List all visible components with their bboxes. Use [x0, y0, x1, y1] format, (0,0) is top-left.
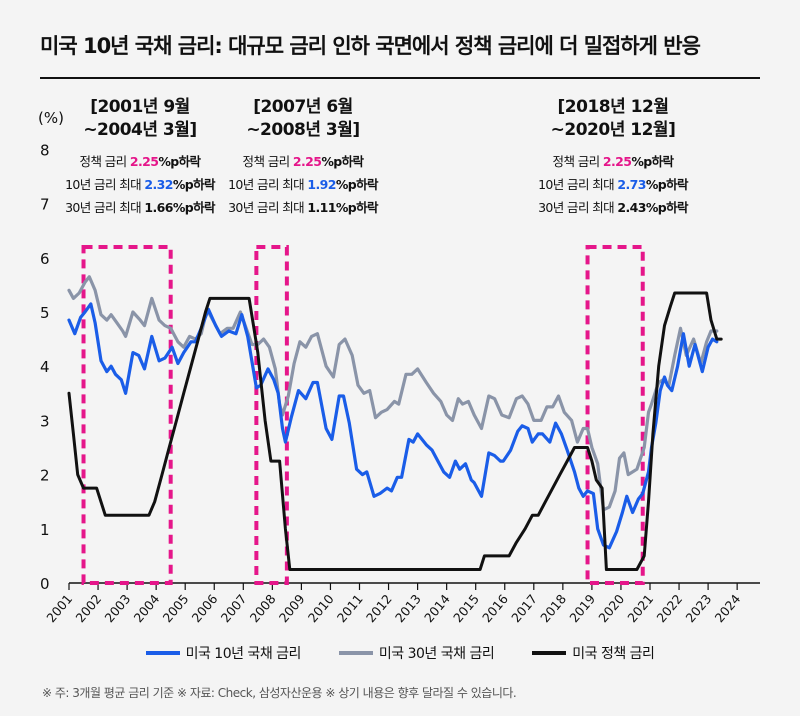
y-tick-label: 0 [40, 575, 50, 593]
y-axis-unit: (%) [38, 109, 64, 127]
annotation-10y-line: 10년 금리 최대 1.92%p하락 [228, 177, 378, 192]
x-tick-label: 2007 [218, 591, 250, 625]
y-tick-label: 8 [40, 141, 50, 159]
legend-label-30y: 미국 30년 국채 금리 [378, 646, 495, 662]
x-tick-label: 2022 [653, 591, 685, 625]
x-tick-label: 2017 [508, 591, 540, 625]
x-tick-label: 2024 [712, 591, 744, 625]
title-divider [40, 77, 760, 79]
annotation-30y-line: 30년 금리 최대 1.11%p하락 [228, 200, 378, 215]
annotation-period-line2: ~2004년 3월] [83, 120, 197, 140]
annotation-period-line2: ~2020년 12월] [550, 120, 676, 140]
x-tick-label: 2009 [276, 591, 308, 625]
x-tick-label: 2015 [450, 591, 482, 625]
highlight-period-box [81, 244, 173, 586]
y-tick-label: 1 [40, 521, 50, 539]
annotation-2007: [2007년 6월 ~2008년 3월] 정책 금리 2.25%p하락 10년 … [223, 96, 383, 219]
annotation-period-line1: [2001년 9월 [90, 97, 190, 117]
highlight-period-box [254, 244, 289, 586]
annotation-policy-line: 정책 금리 2.25%p하락 [552, 154, 674, 169]
annotation-period-line2: ~2008년 3월] [246, 120, 360, 140]
annotation-2001: [2001년 9월 ~2004년 3월] 정책 금리 2.25%p하락 10년 … [60, 96, 220, 219]
x-tick-label: 2016 [479, 591, 511, 625]
legend-label-policy: 미국 정책 금리 [572, 646, 655, 662]
annotation-period-line1: [2007년 6월 [253, 97, 353, 117]
footnote: ※ 주: 3개월 평균 금리 기준 ※ 자료: Check, 삼성자산운용 ※ … [42, 686, 517, 700]
x-tick-label: 2008 [247, 591, 279, 625]
series-line-policy [67, 291, 723, 571]
y-tick-label: 2 [40, 467, 50, 485]
x-tick-label: 2012 [363, 591, 395, 625]
x-tick-label: 2013 [392, 591, 424, 625]
legend-item-10y: 미국 10년 국채 금리 [145, 643, 302, 663]
x-tick-label: 2003 [101, 591, 133, 625]
y-tick-label: 3 [40, 412, 50, 430]
x-tick-label: 2002 [72, 591, 104, 625]
y-tick-label: 4 [40, 358, 50, 376]
legend-swatch-policy [532, 651, 567, 655]
chart-legend: 미국 10년 국채 금리 미국 30년 국채 금리 미국 정책 금리 [0, 643, 800, 663]
chart-title: 미국 10년 국채 금리: 대규모 금리 인하 국면에서 정책 금리에 더 밀접… [40, 34, 701, 58]
annotation-10y-line: 10년 금리 최대 2.32%p하락 [65, 177, 215, 192]
x-tick-label: 2005 [160, 591, 192, 625]
y-tick-label: 5 [40, 304, 50, 322]
annotation-2018: [2018년 12월 ~2020년 12월] 정책 금리 2.25%p하락 10… [533, 96, 693, 219]
legend-item-30y: 미국 30년 국채 금리 [338, 643, 495, 663]
x-tick-label: 2001 [43, 591, 75, 625]
x-tick-label: 2006 [189, 591, 221, 625]
series-line-t30 [67, 275, 719, 512]
y-tick-label: 6 [40, 250, 50, 268]
legend-swatch-10y [145, 651, 180, 655]
y-tick-label: 7 [40, 196, 50, 214]
annotation-policy-line: 정책 금리 2.25%p하락 [242, 154, 364, 169]
x-tick-label: 2020 [595, 591, 627, 625]
annotation-10y-line: 10년 금리 최대 2.73%p하락 [538, 177, 688, 192]
legend-label-10y: 미국 10년 국채 금리 [185, 646, 302, 662]
x-tick-label: 2011 [334, 591, 366, 625]
series-line-t10 [67, 302, 719, 550]
annotation-policy-line: 정책 금리 2.25%p하락 [79, 154, 201, 169]
annotation-period-line1: [2018년 12월 [557, 97, 669, 117]
x-tick-label: 2019 [566, 591, 598, 625]
x-tick-label: 2021 [624, 591, 656, 625]
x-tick-label: 2014 [421, 591, 453, 625]
annotation-30y-line: 30년 금리 최대 1.66%p하락 [65, 200, 215, 215]
legend-swatch-30y [338, 651, 373, 655]
legend-item-policy: 미국 정책 금리 [532, 643, 655, 663]
x-tick-label: 2023 [682, 591, 714, 625]
x-tick-label: 2018 [537, 591, 569, 625]
annotation-30y-line: 30년 금리 최대 2.43%p하락 [538, 200, 688, 215]
x-tick-label: 2004 [131, 591, 163, 625]
x-tick-label: 2010 [305, 591, 337, 625]
